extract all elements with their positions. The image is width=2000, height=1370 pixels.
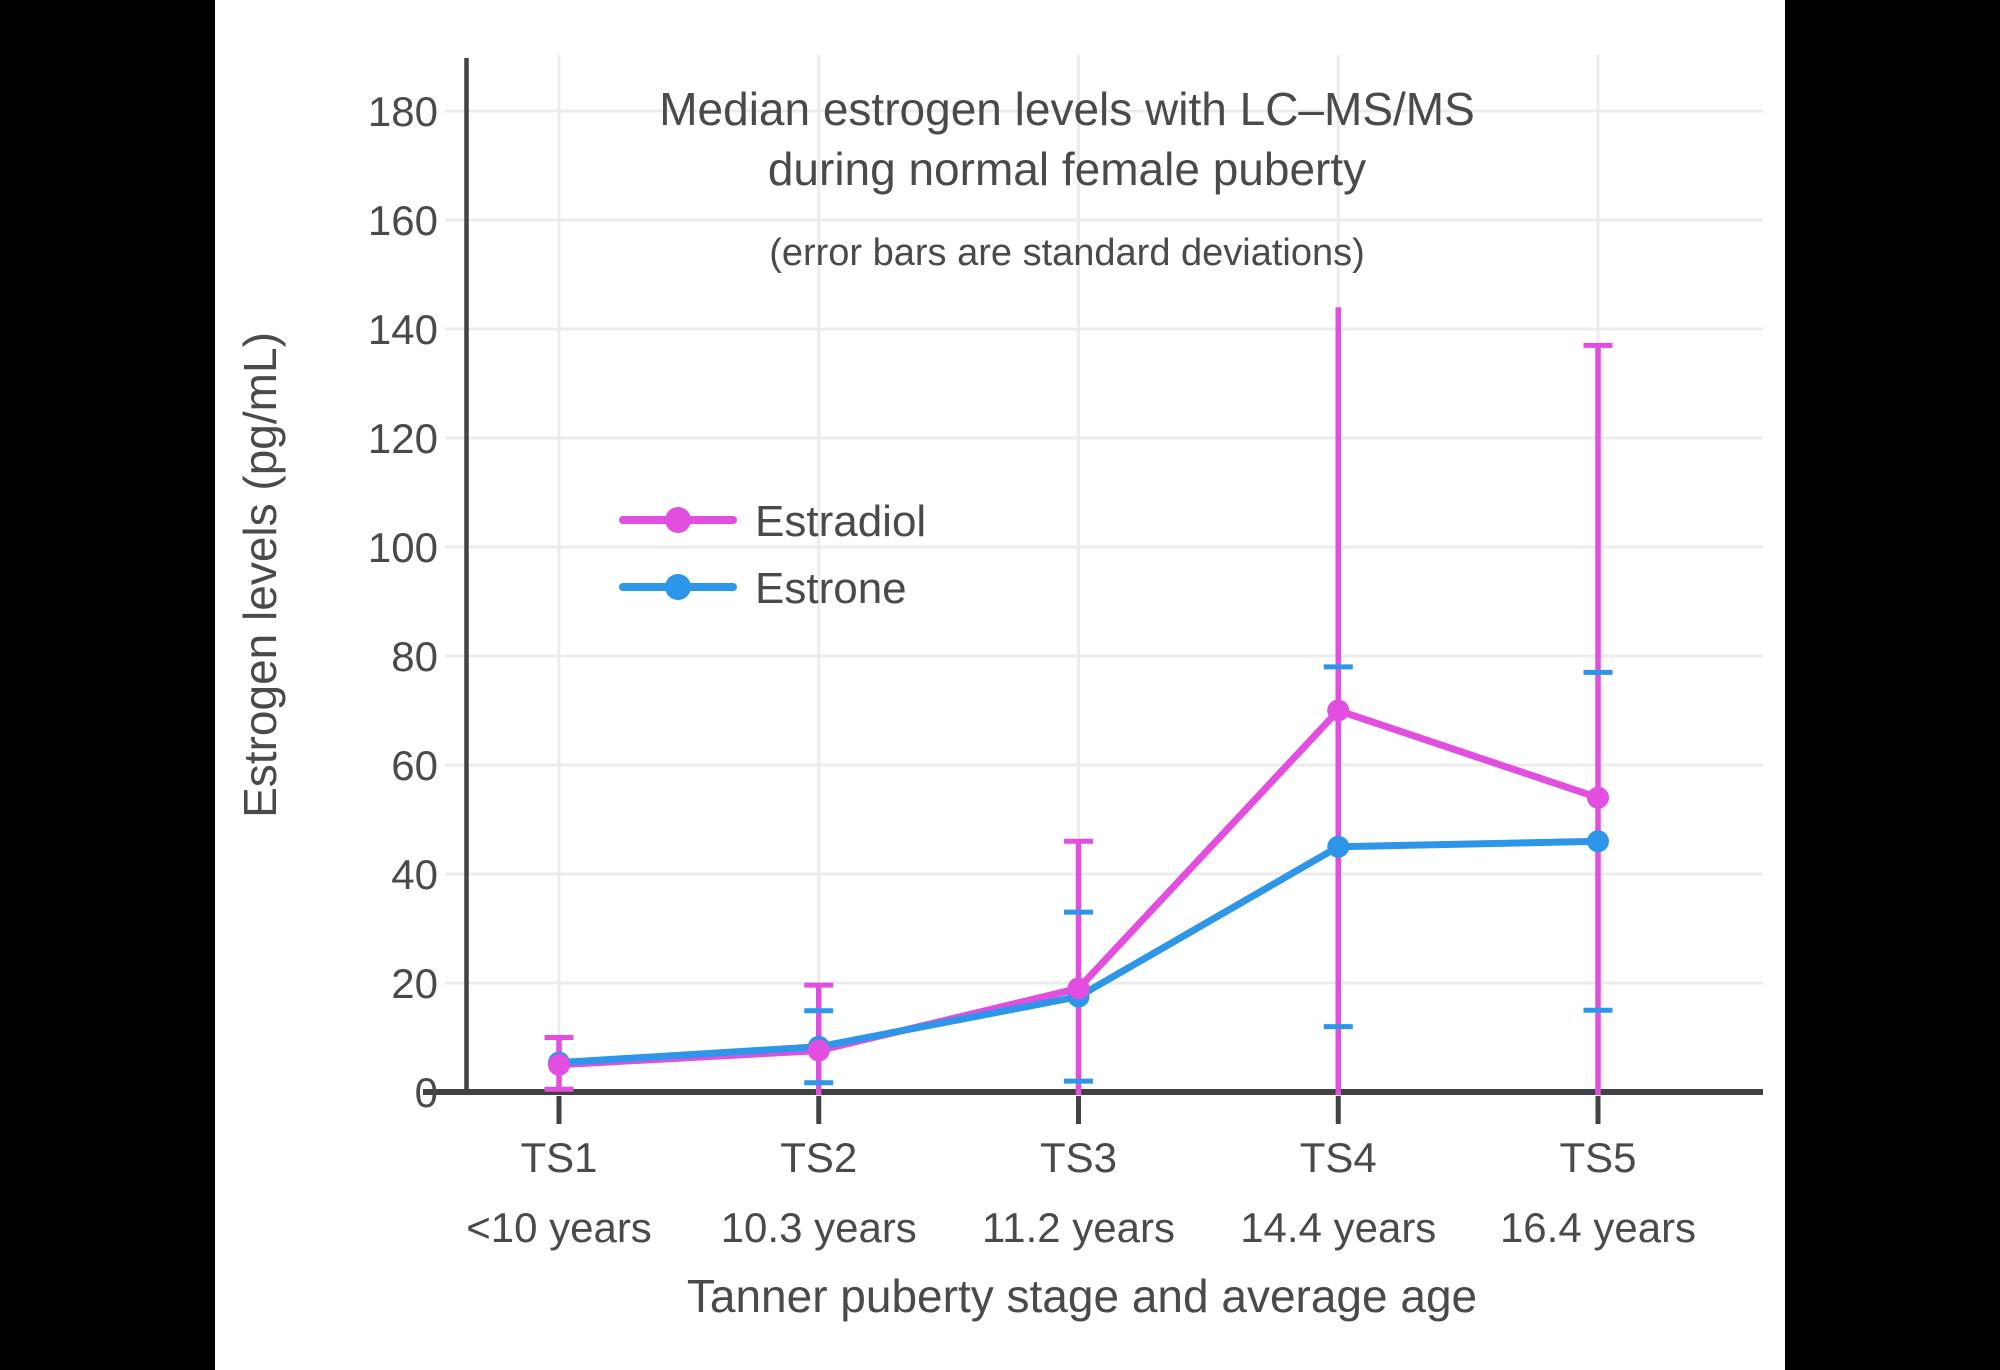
legend-label-estrone: Estrone (755, 564, 907, 613)
series-markers (548, 699, 1609, 1076)
x-age-label: 16.4 years (1500, 1204, 1696, 1251)
y-tick-label: 80 (391, 633, 438, 680)
axes (423, 58, 1763, 1124)
y-tick-label: 140 (368, 306, 438, 353)
x-age-label: 14.4 years (1240, 1204, 1436, 1251)
estradiol-point (807, 1039, 830, 1062)
y-tick-label: 100 (368, 524, 438, 571)
x-stage-label: TS5 (1559, 1134, 1636, 1181)
y-tick-label: 40 (391, 851, 438, 898)
estradiol-point (1327, 699, 1350, 722)
estradiol-point (548, 1053, 570, 1076)
legend-swatch-dot-estrone (665, 574, 691, 600)
x-age-label: 11.2 years (982, 1204, 1175, 1251)
y-axis-title: Estrogen levels (pg/mL) (234, 332, 286, 818)
x-age-label: <10 years (466, 1204, 652, 1251)
legend: Estradiol Estrone (619, 497, 926, 613)
x-age-label: 10.3 years (721, 1204, 917, 1251)
legend-label-estradiol: Estradiol (755, 497, 926, 546)
x-axis-title: Tanner puberty stage and average age (687, 1270, 1477, 1322)
chart-subtitle: (error bars are standard deviations) (769, 232, 1365, 274)
estrone-point (1587, 830, 1609, 853)
chart-title-line2: during normal female puberty (768, 143, 1366, 195)
y-tick-label: 160 (368, 197, 438, 244)
estradiol-point (1067, 977, 1090, 1000)
tick-labels: 0 20 40 60 80 100 120 140 160 180 TS1 TS2 TS3 TS4 TS5 <… (368, 88, 1696, 1251)
x-stage-label: TS4 (1300, 1134, 1377, 1181)
y-tick-label: 180 (368, 88, 438, 135)
estrone-point (1327, 835, 1350, 858)
legend-swatch-dot-estradiol (665, 507, 691, 533)
chart-canvas (215, 0, 1785, 1370)
estrone-errorbar-caps (804, 664, 1613, 1086)
x-stage-label: TS2 (780, 1134, 857, 1181)
y-tick-label: 20 (391, 960, 438, 1007)
y-tick-label: 120 (368, 415, 438, 462)
y-tick-label: 60 (391, 742, 438, 789)
x-stage-label: TS1 (520, 1134, 597, 1181)
estradiol-point (1587, 786, 1609, 809)
x-stage-label: TS3 (1040, 1134, 1117, 1181)
y-tick-label: 0 (415, 1069, 438, 1116)
chart-title-line1: Median estrogen levels with LC–MS/MS (659, 83, 1475, 135)
